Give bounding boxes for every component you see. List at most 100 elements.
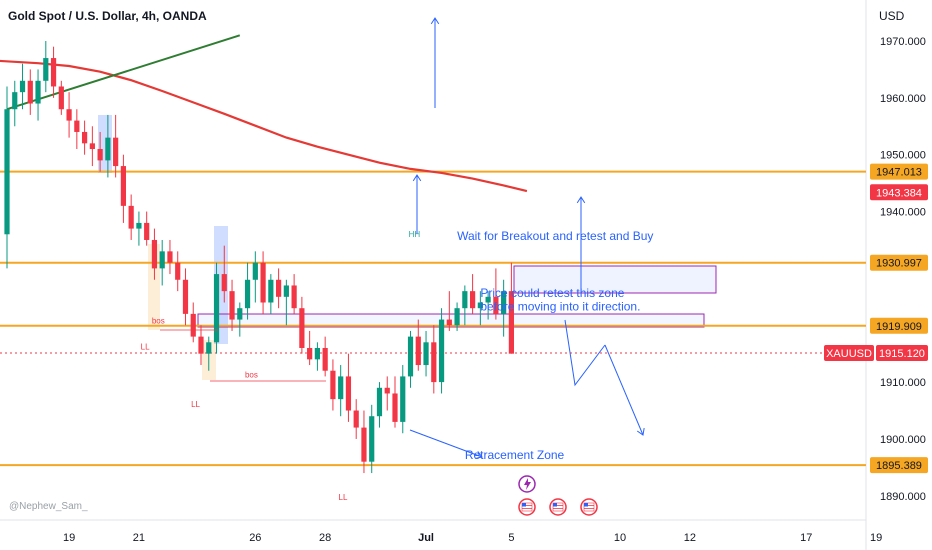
candle-body[interactable] — [322, 347, 328, 371]
candle-body[interactable] — [501, 291, 507, 314]
candle-body[interactable] — [276, 279, 282, 297]
time-tick-label: 12 — [684, 532, 696, 544]
candle-body[interactable] — [462, 291, 468, 309]
candle-body[interactable] — [400, 376, 406, 422]
candle-body[interactable] — [338, 376, 344, 400]
candle-body[interactable] — [213, 274, 220, 343]
candle-body[interactable] — [43, 58, 49, 81]
candle-body[interactable] — [50, 58, 57, 87]
candle-body[interactable] — [485, 296, 491, 303]
chart-title: Gold Spot / U.S. Dollar, 4h, OANDA — [8, 9, 207, 23]
structure-label: LL — [339, 493, 348, 502]
candle-body[interactable] — [477, 302, 483, 309]
symbol-badge[interactable] — [824, 344, 874, 361]
time-tick-label: 19 — [870, 532, 882, 544]
candle-body[interactable] — [283, 285, 289, 297]
candle-body[interactable] — [159, 251, 165, 269]
candle-body[interactable] — [307, 347, 313, 360]
current-price-label: 1915.120 — [879, 348, 925, 360]
candle-body[interactable] — [82, 131, 88, 144]
arrow-up-mid-head — [412, 174, 422, 182]
candle-body[interactable] — [415, 336, 421, 366]
time-axis[interactable]: 19 21 26 28 Jul 5 10 12 17 19 — [63, 532, 882, 544]
flag-canton — [584, 503, 588, 507]
flag-body — [521, 502, 533, 512]
currency-label[interactable]: USD — [879, 9, 905, 23]
candle-body[interactable] — [237, 308, 243, 320]
candle-body[interactable] — [470, 291, 476, 309]
candle-body[interactable] — [167, 251, 173, 263]
candle-body[interactable] — [151, 239, 158, 269]
price-level-badge[interactable] — [870, 254, 928, 271]
candle-body[interactable] — [74, 120, 80, 132]
price-axis[interactable]: 1970.000 1960.000 1950.000 1940.000 1910.000… — [824, 36, 928, 503]
candle-body[interactable] — [407, 336, 414, 377]
buy-zone-box — [513, 265, 717, 294]
candle-body[interactable] — [190, 313, 196, 337]
candle-body[interactable] — [508, 291, 514, 354]
candle-body[interactable] — [136, 222, 142, 229]
candle-body[interactable] — [493, 296, 499, 314]
candle-body[interactable] — [89, 143, 95, 150]
candle-body[interactable] — [19, 80, 26, 93]
candle-body[interactable] — [353, 410, 359, 428]
candle-body[interactable] — [291, 285, 297, 309]
events-layer[interactable] — [518, 475, 598, 516]
candle-body[interactable] — [268, 279, 274, 303]
candle-body[interactable] — [454, 308, 460, 326]
ma-price-label: 1943.384 — [876, 187, 922, 199]
candle-body[interactable] — [369, 416, 375, 462]
candle-body[interactable] — [144, 222, 150, 240]
candle-body[interactable] — [182, 279, 189, 314]
candle-body[interactable] — [120, 166, 126, 206]
candle-body[interactable] — [438, 319, 445, 383]
price-tick-label: 1970.000 — [880, 36, 926, 48]
candle-body[interactable] — [113, 137, 119, 167]
candle-body[interactable] — [105, 137, 111, 161]
candle-body[interactable] — [314, 347, 320, 360]
candle-body[interactable] — [345, 376, 352, 411]
candle-body[interactable] — [446, 319, 452, 326]
flag-canton — [553, 503, 557, 507]
candle-body[interactable] — [361, 427, 367, 462]
candle-body[interactable] — [198, 336, 204, 354]
candle-body[interactable] — [431, 342, 437, 383]
price-tick-label: 1900.000 — [880, 434, 926, 446]
candle-body[interactable] — [27, 80, 33, 104]
candle-body[interactable] — [35, 80, 41, 104]
structure-label: HH — [409, 230, 421, 239]
candle-body[interactable] — [392, 393, 398, 422]
candle-body[interactable] — [4, 109, 10, 235]
candle-body[interactable] — [244, 279, 251, 309]
price-level-badge[interactable] — [870, 317, 928, 334]
candle-body[interactable] — [66, 109, 72, 121]
candle-body[interactable] — [423, 342, 429, 366]
time-tick-label: 10 — [614, 532, 626, 544]
price-tick-label: 1950.000 — [880, 150, 926, 162]
current-price-badge[interactable] — [876, 344, 928, 361]
candle-body[interactable] — [128, 205, 134, 229]
candle-body[interactable] — [384, 387, 390, 394]
candle-body[interactable] — [260, 262, 266, 303]
candle-body[interactable] — [175, 262, 181, 280]
candle-body[interactable] — [299, 308, 305, 348]
price-level-badge[interactable] — [870, 163, 928, 180]
price-level-label: 1895.389 — [876, 460, 922, 472]
price-tick-label: 1940.000 — [880, 207, 926, 219]
candle-body[interactable] — [97, 149, 103, 161]
candle-body[interactable] — [229, 291, 235, 320]
candles-layer[interactable] — [4, 41, 514, 474]
zone-layer — [98, 115, 717, 380]
candle-body[interactable] — [252, 262, 258, 280]
price-tick-label: 1910.000 — [880, 377, 926, 389]
price-level-badge[interactable] — [870, 457, 928, 474]
candle-body[interactable] — [376, 387, 383, 417]
moving-average-layer — [0, 34, 528, 193]
candle-body[interactable] — [330, 370, 336, 400]
ma-price-badge[interactable] — [870, 184, 928, 201]
candle-body[interactable] — [221, 274, 227, 292]
candle-body[interactable] — [58, 86, 64, 110]
candle-body[interactable] — [206, 342, 212, 354]
candle-body[interactable] — [12, 92, 18, 110]
